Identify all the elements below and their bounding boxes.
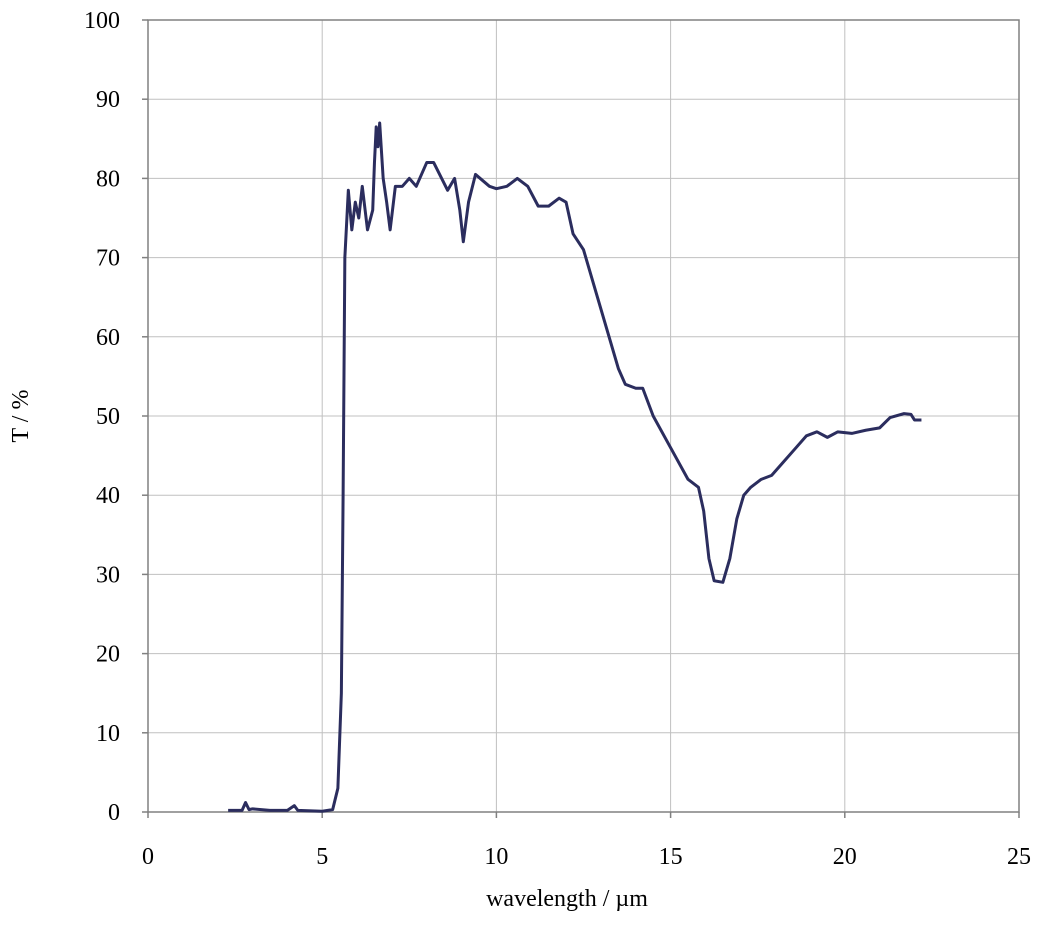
y-tick-label: 30 <box>96 562 120 588</box>
y-tick-label: 100 <box>84 8 120 34</box>
y-tick-label: 80 <box>96 166 120 192</box>
y-tick-label: 70 <box>96 246 120 272</box>
y-tick-label: 90 <box>96 87 120 113</box>
x-tick-label: 10 <box>484 844 508 870</box>
y-tick-label: 40 <box>96 483 120 509</box>
y-tick-label: 10 <box>96 721 120 747</box>
y-tick-label: 0 <box>108 800 120 826</box>
x-tick-label: 15 <box>659 844 683 870</box>
y-tick-label: 60 <box>96 325 120 351</box>
x-tick-label: 20 <box>833 844 857 870</box>
x-tick-label: 5 <box>316 844 328 870</box>
y-tick-label: 50 <box>96 404 120 430</box>
x-tick-label: 0 <box>142 844 154 870</box>
y-tick-label: 20 <box>96 642 120 668</box>
x-tick-label: 25 <box>1007 844 1031 870</box>
y-axis-label: T / % <box>8 390 34 443</box>
data-line <box>228 121 922 813</box>
plot-frame <box>147 19 1020 813</box>
x-axis-label: wavelength / µm <box>486 886 648 912</box>
